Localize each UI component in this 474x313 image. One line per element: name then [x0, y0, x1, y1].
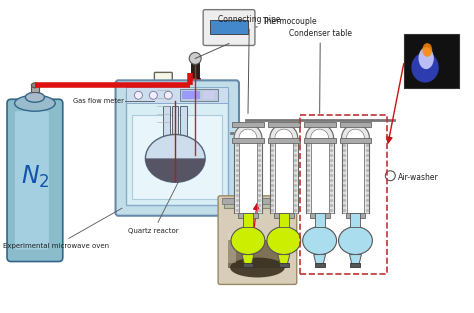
Bar: [300, 115, 387, 275]
Bar: [315, 263, 325, 266]
Polygon shape: [306, 124, 334, 138]
Bar: [180, 106, 187, 136]
Bar: [346, 138, 365, 213]
Bar: [127, 87, 228, 103]
Bar: [190, 78, 200, 118]
Ellipse shape: [411, 53, 439, 83]
Polygon shape: [349, 254, 362, 266]
Bar: [304, 138, 336, 143]
FancyBboxPatch shape: [218, 196, 297, 285]
Ellipse shape: [15, 95, 55, 111]
Polygon shape: [146, 158, 205, 182]
Circle shape: [149, 91, 157, 99]
Bar: [339, 138, 372, 143]
Polygon shape: [278, 254, 290, 266]
Polygon shape: [242, 254, 254, 266]
Bar: [328, 138, 334, 213]
Polygon shape: [314, 254, 326, 266]
Ellipse shape: [422, 43, 432, 57]
Polygon shape: [270, 124, 298, 138]
Ellipse shape: [146, 135, 205, 182]
Text: C: C: [269, 233, 274, 242]
Bar: [238, 213, 258, 218]
Bar: [274, 213, 294, 218]
Circle shape: [164, 91, 172, 99]
Polygon shape: [346, 129, 365, 138]
Ellipse shape: [231, 227, 265, 254]
Bar: [191, 59, 199, 158]
Text: Gas flow meter: Gas flow meter: [73, 98, 124, 104]
Bar: [182, 91, 200, 99]
Bar: [306, 138, 310, 213]
Bar: [268, 138, 300, 143]
Bar: [243, 213, 253, 227]
Bar: [222, 198, 293, 204]
Text: Air-washer: Air-washer: [395, 173, 439, 182]
Bar: [275, 138, 293, 213]
Polygon shape: [310, 129, 328, 138]
Polygon shape: [234, 124, 262, 138]
Bar: [310, 213, 329, 218]
Text: Experimental microwave oven: Experimental microwave oven: [3, 208, 122, 249]
FancyBboxPatch shape: [203, 10, 255, 45]
Bar: [228, 233, 236, 263]
Bar: [127, 91, 228, 205]
Polygon shape: [342, 124, 369, 138]
Bar: [268, 122, 300, 127]
Bar: [203, 91, 215, 99]
Bar: [228, 240, 287, 268]
Bar: [239, 138, 257, 213]
FancyBboxPatch shape: [155, 72, 172, 129]
Text: Condenser table: Condenser table: [289, 28, 352, 113]
FancyBboxPatch shape: [116, 80, 239, 216]
Bar: [270, 138, 275, 213]
Bar: [234, 138, 239, 213]
Bar: [193, 78, 197, 118]
Bar: [342, 138, 346, 213]
Bar: [404, 33, 459, 88]
Ellipse shape: [230, 258, 285, 277]
Bar: [243, 263, 253, 266]
Bar: [365, 138, 369, 213]
Bar: [232, 138, 264, 143]
Bar: [350, 213, 360, 227]
Bar: [164, 106, 170, 136]
FancyBboxPatch shape: [7, 99, 63, 262]
Ellipse shape: [267, 227, 301, 254]
Ellipse shape: [338, 227, 373, 254]
FancyBboxPatch shape: [15, 111, 49, 249]
Bar: [132, 115, 222, 199]
Bar: [210, 20, 248, 33]
Circle shape: [160, 103, 166, 109]
Circle shape: [385, 171, 395, 181]
Bar: [232, 122, 264, 127]
Bar: [224, 198, 291, 208]
Polygon shape: [239, 129, 257, 138]
Bar: [339, 122, 372, 127]
Bar: [172, 106, 178, 136]
Circle shape: [135, 91, 142, 99]
Ellipse shape: [31, 83, 38, 88]
Bar: [304, 122, 336, 127]
Text: Quartz reactor: Quartz reactor: [128, 171, 184, 234]
Bar: [31, 86, 39, 92]
Text: Connecting pipe: Connecting pipe: [218, 15, 281, 113]
Bar: [257, 138, 262, 213]
Polygon shape: [275, 129, 293, 138]
Bar: [180, 89, 218, 101]
Bar: [293, 138, 298, 213]
Bar: [279, 213, 289, 227]
Bar: [315, 213, 325, 227]
Bar: [346, 213, 365, 218]
Ellipse shape: [419, 47, 434, 69]
Ellipse shape: [303, 227, 337, 254]
Ellipse shape: [25, 92, 45, 102]
Bar: [310, 138, 328, 213]
Circle shape: [189, 53, 201, 64]
Bar: [279, 263, 289, 266]
Bar: [350, 263, 360, 266]
Text: $N_2$: $N_2$: [21, 164, 49, 190]
Text: Thermocouple: Thermocouple: [255, 17, 318, 27]
